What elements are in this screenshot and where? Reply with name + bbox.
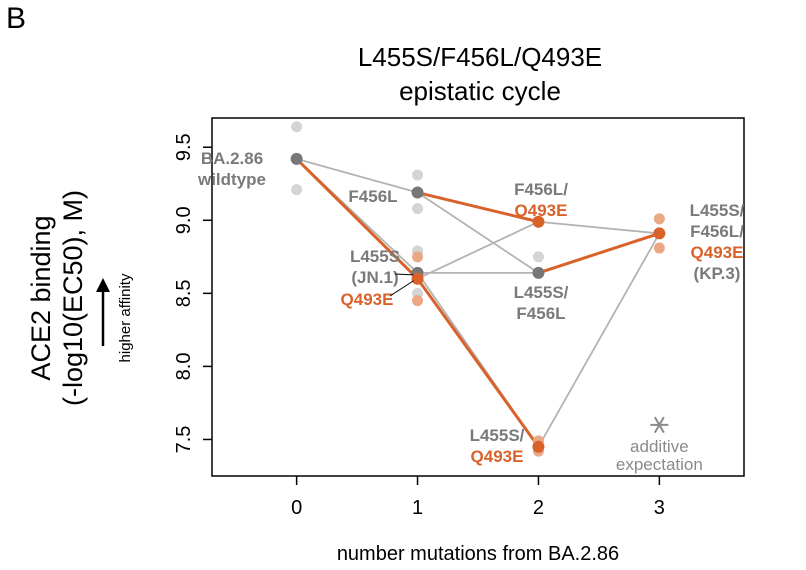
label-l455s_f456l: F456L: [516, 304, 565, 323]
edge-q493e-f456l_q493e: [417, 220, 539, 280]
edges: [295, 157, 661, 448]
panel-letter: B: [6, 2, 27, 35]
y-tick-label: 8.0: [173, 353, 195, 381]
label-triple: Q493E: [691, 243, 744, 262]
leader-line-l455s: [394, 273, 414, 276]
edge-l455s_f456l-triple: [537, 232, 660, 275]
label-l455s: L455S: [350, 247, 400, 266]
y-tick-label: 9.0: [173, 206, 195, 234]
mean-point-f456l_q493e: [532, 215, 545, 228]
edge-f456l-l455s_f456l: [417, 191, 539, 274]
edge-f456l_q493e-triple: [538, 220, 660, 235]
x-tick-label: 1: [412, 497, 423, 519]
x-axis-label: number mutations from BA.2.86: [337, 543, 619, 565]
mean-point-triple: [653, 227, 666, 240]
x-tick-label: 3: [654, 497, 665, 519]
chart-title-line-2: epistatic cycle: [399, 76, 561, 106]
x-tick-label: 2: [533, 497, 544, 519]
y-axis-label-line-2: (-log10(EC50), M): [58, 190, 88, 406]
x-axis: 0 1 2 3: [291, 476, 665, 519]
replicate-point-q493e: [412, 251, 424, 263]
replicate-point-f456l: [412, 169, 424, 181]
label-q493e: Q493E: [341, 290, 394, 309]
replicate-point-wt: [291, 121, 303, 133]
label-l455s_q493e: L455S/: [470, 426, 525, 445]
chart-title-line-1: L455S/F456L/Q493E: [358, 42, 602, 72]
mean-point-l455s_f456l: [532, 266, 545, 279]
leader-line-q493e: [389, 280, 414, 297]
additive-expectation-label: additive: [630, 437, 689, 456]
label-triple: L455S/: [690, 201, 745, 220]
y-axis-label-line-1: ACE2 binding: [26, 215, 56, 380]
mean-point-wt: [290, 152, 303, 165]
replicate-point-wt: [291, 184, 303, 196]
higher-affinity-arrow-icon: [96, 278, 110, 346]
mean-points: [290, 152, 666, 453]
mean-point-q493e: [411, 272, 424, 285]
mean-point-f456l: [411, 186, 424, 199]
asterisk-icon: [650, 416, 669, 434]
edge-wt-q493e: [295, 157, 419, 280]
replicate-point-triple: [653, 242, 665, 254]
plot-frame: [211, 117, 745, 477]
label-triple: (KP.3): [694, 264, 741, 283]
replicate-point-q493e: [412, 295, 424, 307]
label-wt: wildtype: [197, 170, 266, 189]
replicate-point-f456l: [412, 203, 424, 215]
y-tick-label: 8.5: [173, 279, 195, 307]
edge-l455s_q493e-triple: [537, 232, 661, 448]
label-l455s_q493e: Q493E: [471, 447, 524, 466]
label-wt: BA.2.86: [201, 149, 263, 168]
label-triple: F456L/: [690, 222, 744, 241]
label-f456l_q493e: Q493E: [515, 201, 568, 220]
mean-point-l455s_q493e: [532, 440, 545, 453]
label-f456l_q493e: F456L/: [514, 180, 568, 199]
node-labels: BA.2.86 wildtype F456L L455S (JN.1) Q493E F456…: [197, 149, 745, 466]
replicate-point-triple: [653, 213, 665, 225]
additive-expectation-label: expectation: [616, 455, 703, 474]
edge-f456l-f456l_q493e: [417, 191, 539, 224]
edge-q493e-l455s_q493e: [416, 277, 540, 448]
replicate-points: [291, 121, 665, 457]
higher-affinity-label: higher affinity: [117, 273, 134, 362]
y-tick-label: 9.5: [173, 133, 195, 161]
label-l455s: (JN.1): [351, 268, 398, 287]
edge-wt-f456l: [296, 158, 418, 194]
replicate-point-l455s_f456l: [532, 251, 544, 263]
y-tick-label: 7.5: [173, 426, 195, 454]
label-f456l: F456L: [348, 187, 397, 206]
y-axis: 7.5 8.0 8.5 9.0 9.5: [173, 133, 212, 453]
x-tick-label: 0: [291, 497, 302, 519]
label-l455s_f456l: L455S/: [514, 283, 569, 302]
